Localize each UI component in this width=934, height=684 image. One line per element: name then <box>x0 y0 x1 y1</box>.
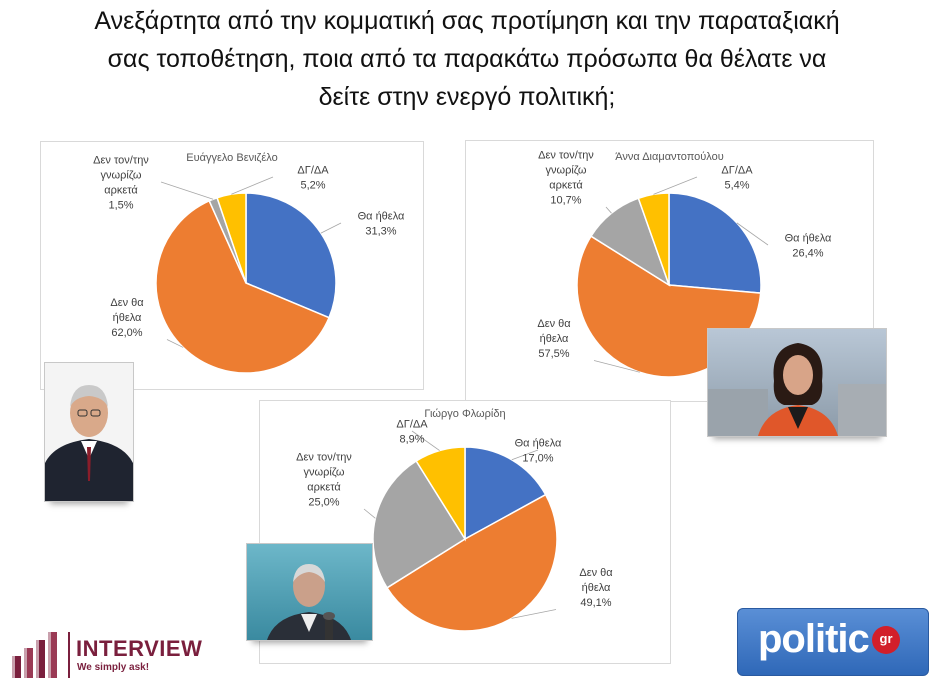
chart-title: Γιώργο Φλωρίδη <box>424 408 506 420</box>
slice-value-label: 5,4% <box>724 180 749 192</box>
slice-value-label: 57,5% <box>538 348 569 360</box>
leader-line <box>511 449 539 461</box>
pie-slice <box>415 446 466 542</box>
pie-slice <box>464 446 547 541</box>
slice-category-label: Δεν θα <box>537 318 571 330</box>
question-line-2: σας τοποθέτηση, ποια από τα παρακάτω πρό… <box>107 45 827 73</box>
slice-category-label: Δεν θα <box>110 297 144 309</box>
slice-category-label: ήθελα <box>582 582 611 594</box>
slice-category-label: αρκετά <box>307 482 341 494</box>
slice-category-label: ΔΓ/ΔΑ <box>721 165 753 177</box>
slice-category-label: Θα ήθελα <box>358 211 405 223</box>
chart-title: Ευάγγελο Βενιζέλο <box>186 152 278 164</box>
pie-slice <box>385 493 558 632</box>
slice-value-label: 17,0% <box>522 453 553 465</box>
photo-venizelos <box>44 362 134 502</box>
slice-category-label: ήθελα <box>113 312 142 324</box>
slice-category-label: γνωρίζω <box>546 165 587 177</box>
photo-floridis <box>246 543 373 641</box>
slice-value-label: 62,0% <box>111 327 142 339</box>
slice-category-label: Θα ήθελα <box>515 438 562 450</box>
pie-slice <box>668 192 762 294</box>
question-line-1: Ανεξάρτητα από την κομματική σας προτίμη… <box>94 7 840 35</box>
leader-line <box>411 430 440 451</box>
politic-gr-text: gr <box>879 631 893 646</box>
leader-line <box>166 339 184 348</box>
pie-chart-venizelos: Ευάγγελο Βενιζέλο Θα ήθελα 31,3% Δεν θα ήθε… <box>40 141 424 390</box>
leader-line <box>653 176 698 195</box>
slice-category-label: Δεν τον/την <box>296 452 352 464</box>
slice-category-label: γνωρίζω <box>304 467 345 479</box>
pie-slice <box>155 199 331 374</box>
slice-value-label: 10,7% <box>550 195 581 207</box>
interview-bars-icon <box>12 632 57 678</box>
slice-value-label: 31,3% <box>365 226 396 238</box>
slice-value-label: 5,2% <box>300 180 325 192</box>
slice-category-label: γνωρίζω <box>101 170 142 182</box>
chart-title: Άννα Διαμαντοπούλου <box>615 151 724 163</box>
pie-chart-floridis: Γιώργο Φλωρίδη Θα ήθελα 17,0% Δεν θα ήθελα 4… <box>259 400 671 664</box>
leader-line <box>593 360 640 373</box>
leader-line <box>511 609 557 619</box>
slice-category-label: ΔΓ/ΔΑ <box>396 419 428 431</box>
slice-value-label: 49,1% <box>580 597 611 609</box>
survey-question: Ανεξάρτητα από την κομματική σας προτίμη… <box>0 2 934 116</box>
interview-logo: INTERVIEW We simply ask! <box>10 630 220 680</box>
slice-category-label: Δεν τον/την <box>538 150 594 162</box>
slice-value-label: 8,9% <box>399 434 424 446</box>
leader-line <box>231 176 274 195</box>
politic-gr-badge: gr <box>872 626 900 654</box>
interview-logo-text: INTERVIEW <box>76 636 203 661</box>
politic-logo: politic gr <box>737 608 929 676</box>
leader-line <box>320 222 342 234</box>
politic-logo-text: politic <box>758 617 870 661</box>
slice-value-label: 1,5% <box>108 200 133 212</box>
pie-slice <box>216 192 247 284</box>
slice-category-label: αρκετά <box>549 180 583 192</box>
slice-category-label: Δεν θα <box>579 567 613 579</box>
leader-line <box>363 508 376 519</box>
pie-slice <box>372 459 467 589</box>
interview-divider <box>68 632 70 678</box>
slice-category-label: ΔΓ/ΔΑ <box>297 165 329 177</box>
question-line-3: δείτε στην ενεργό πολιτική; <box>318 83 616 111</box>
leader-line <box>736 222 769 246</box>
slice-category-label: Θα ήθελα <box>785 233 832 245</box>
slice-value-label: 25,0% <box>308 497 339 509</box>
slice-category-label: αρκετά <box>104 185 138 197</box>
pie-slice <box>245 192 337 319</box>
photo-diamantopoulou <box>707 328 887 437</box>
leader-line <box>605 206 612 214</box>
slice-category-label: Δεν τον/την <box>93 155 149 167</box>
pie-svg: Θα ήθελα 31,3% Δεν θα ήθελα 62,0% Δεν τον/την… <box>93 155 405 374</box>
leader-line <box>160 181 214 200</box>
slice-value-label: 26,4% <box>792 248 823 260</box>
slice-category-label: ήθελα <box>540 333 569 345</box>
interview-tagline: We simply ask! <box>77 662 150 673</box>
pie-svg: Θα ήθελα 17,0% Δεν θα ήθελα 49,1% Δεν τον/την… <box>296 419 613 632</box>
